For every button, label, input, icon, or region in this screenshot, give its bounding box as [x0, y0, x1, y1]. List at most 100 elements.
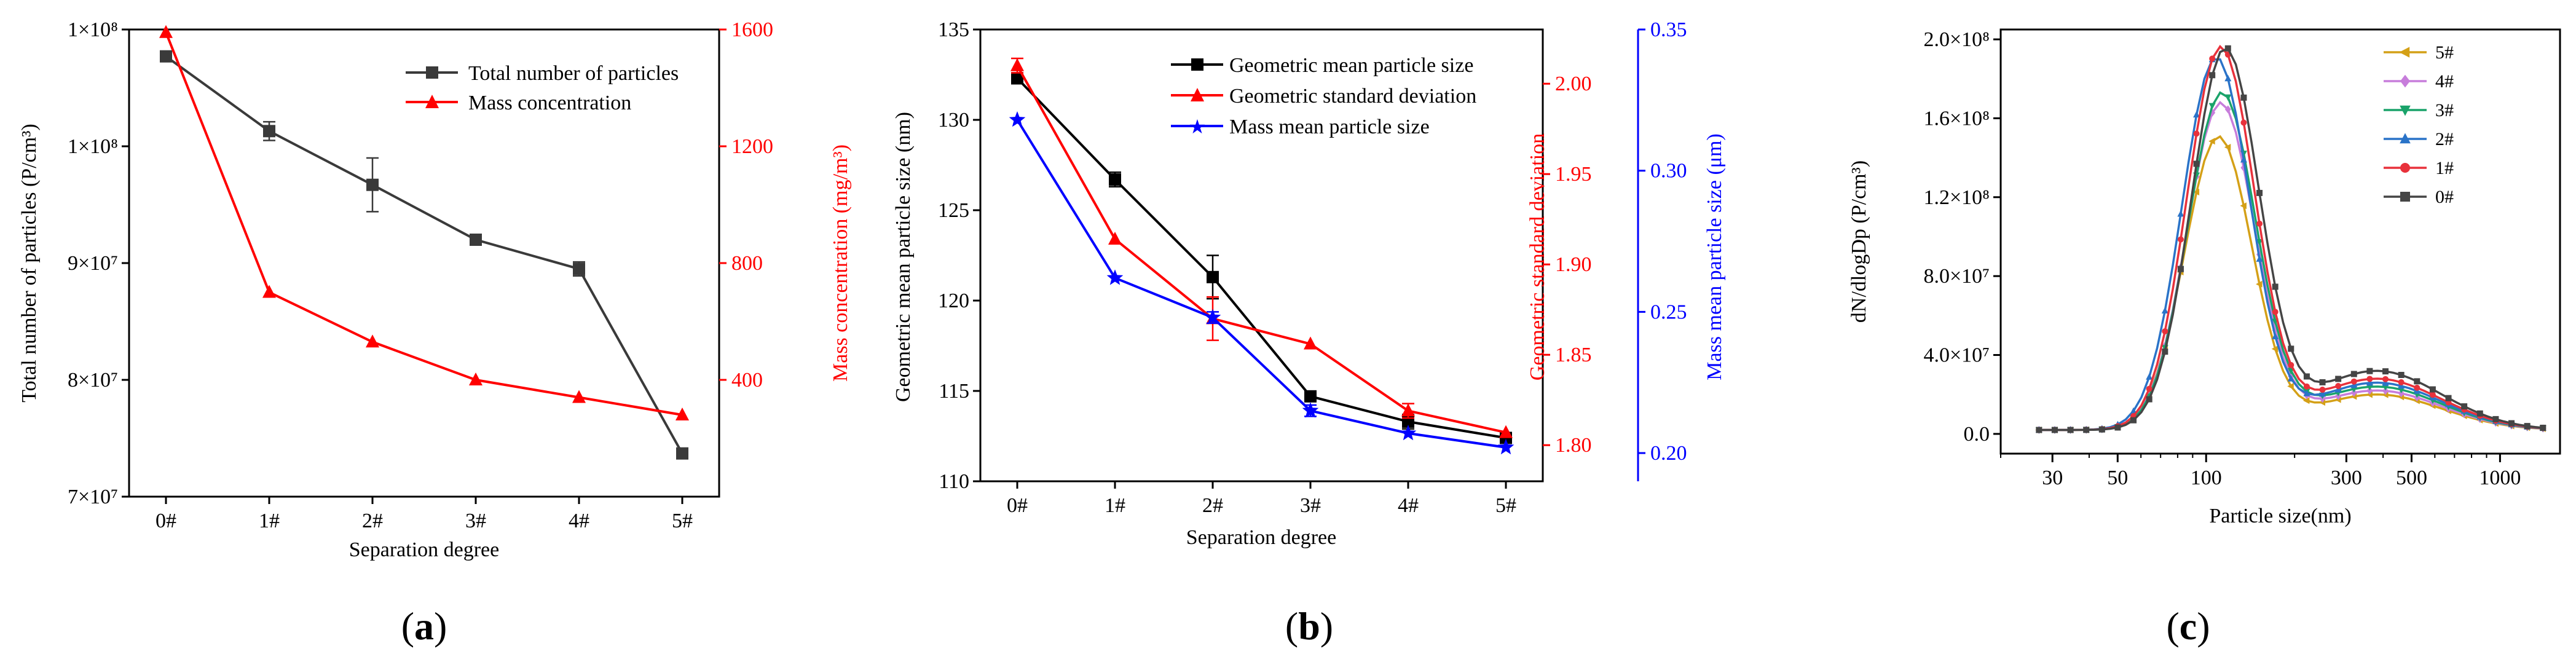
left-tick-label: 110 — [939, 470, 969, 493]
data-point — [1106, 269, 1124, 285]
legend-b: Geometric mean particle size Geometric s… — [1171, 54, 1476, 138]
series-group-b — [1009, 57, 1514, 455]
legend-marker-total-particles — [426, 66, 438, 79]
series-line — [165, 55, 683, 454]
data-point — [2224, 94, 2232, 101]
y-axis-title-c: dN/dlogDp (P/cm³) — [1848, 160, 1870, 323]
data-point — [2256, 255, 2263, 262]
data-point — [2256, 220, 2263, 227]
legend-label: 0# — [2435, 187, 2454, 207]
series-group-c — [2035, 44, 2546, 434]
data-point — [2350, 388, 2357, 397]
legend-marker-mass-concentration — [425, 95, 439, 108]
data-point — [2414, 384, 2420, 391]
x-tick-label: 1# — [259, 510, 280, 532]
data-point — [2366, 379, 2373, 386]
x-tick-label: 0# — [156, 510, 176, 532]
y-tick-label: 1.2×10⁸ — [1923, 186, 1990, 209]
data-point — [1108, 232, 1122, 245]
data-point — [1304, 336, 1317, 350]
data-point — [2272, 309, 2279, 315]
panel-label-b: (b) — [1285, 604, 1333, 648]
legend-marker — [2400, 192, 2410, 202]
data-point — [1010, 58, 1024, 71]
data-point — [2350, 381, 2358, 388]
data-point — [2382, 387, 2389, 395]
right-tick-label: 1.95 — [1555, 163, 1592, 186]
data-point — [2256, 189, 2263, 196]
right-tick-label: 400 — [731, 369, 763, 392]
data-point — [2319, 379, 2326, 385]
y-tick-label: 0.0 — [1964, 423, 1990, 446]
data-point — [2398, 382, 2405, 389]
data-point — [2366, 376, 2373, 382]
data-point — [2288, 345, 2294, 352]
second-right-tick-label: 0.25 — [1650, 301, 1687, 323]
data-point — [2209, 72, 2216, 79]
data-point — [2146, 373, 2153, 380]
data-point — [572, 390, 586, 403]
x-tick-label: 5# — [1495, 494, 1516, 517]
left-tick-label: 1×10⁸ — [68, 18, 118, 41]
data-point — [2208, 138, 2215, 145]
series-line — [1016, 65, 1507, 434]
left-axis-ticks-b: 110 115 120 125 130 135 — [938, 18, 980, 493]
x-axis-title-a: Separation degree — [349, 538, 500, 561]
data-point — [2224, 105, 2231, 114]
legend-a: Total number of particles Mass concentra… — [406, 62, 679, 114]
right-tick-label: 1.85 — [1555, 344, 1592, 366]
data-point — [676, 408, 689, 420]
legend-label: 1# — [2435, 158, 2454, 178]
x-tick-label: 1# — [1105, 494, 1125, 517]
data-point — [2209, 55, 2216, 62]
data-point — [2240, 202, 2247, 210]
data-point — [2114, 424, 2121, 431]
data-point — [2240, 94, 2247, 101]
data-point — [2256, 239, 2263, 246]
x-tick-label: 2# — [362, 510, 383, 532]
series-group-a — [159, 25, 689, 460]
data-point — [2146, 385, 2153, 392]
data-point — [2271, 345, 2279, 353]
data-point — [159, 25, 173, 38]
data-point — [262, 285, 276, 298]
data-point — [2177, 236, 2184, 243]
data-point — [2508, 420, 2515, 427]
data-point — [2272, 333, 2279, 339]
data-point — [1400, 424, 1417, 441]
data-point — [1011, 72, 1023, 85]
data-point — [2287, 382, 2294, 390]
legend-label-mass-mean: Mass mean particle size — [1229, 116, 1430, 138]
data-point — [2177, 210, 2184, 217]
data-point — [2224, 74, 2232, 82]
data-point — [2192, 188, 2200, 195]
data-point — [2193, 160, 2200, 167]
x-axis-title-c: Particle size(nm) — [2209, 505, 2351, 527]
data-point — [1207, 270, 1219, 283]
data-point — [1304, 390, 1317, 403]
data-point — [366, 334, 379, 348]
legend-marker-geometric-std — [1191, 88, 1204, 101]
data-point — [2366, 368, 2373, 374]
x-tick-label: 300 — [2331, 467, 2362, 489]
data-point — [2303, 373, 2310, 380]
data-point — [2303, 390, 2310, 396]
legend-label: 2# — [2435, 129, 2454, 149]
right-tick-label: 1200 — [731, 135, 773, 158]
left-axis-title-a: Total number of particles (P/cm³) — [18, 124, 41, 402]
x-tick-label: 50 — [2107, 467, 2128, 489]
x-axis-ticks-a: 0# 1# 2# 3# 4# 5# — [156, 497, 693, 532]
legend-label: 4# — [2435, 71, 2454, 92]
data-point — [1302, 402, 1319, 418]
data-point — [2051, 427, 2058, 433]
data-point — [160, 50, 172, 63]
right-axis-ticks-a: 400 800 1200 1600 — [719, 18, 773, 392]
x-tick-label: 5# — [672, 510, 693, 532]
right-tick-label: 1.90 — [1555, 253, 1592, 276]
data-point — [2098, 426, 2105, 433]
data-point — [2540, 424, 2546, 431]
y-tick-label: 2.0×10⁸ — [1923, 28, 1990, 51]
right-tick-label: 2.00 — [1555, 73, 1592, 95]
data-point — [2303, 383, 2310, 390]
